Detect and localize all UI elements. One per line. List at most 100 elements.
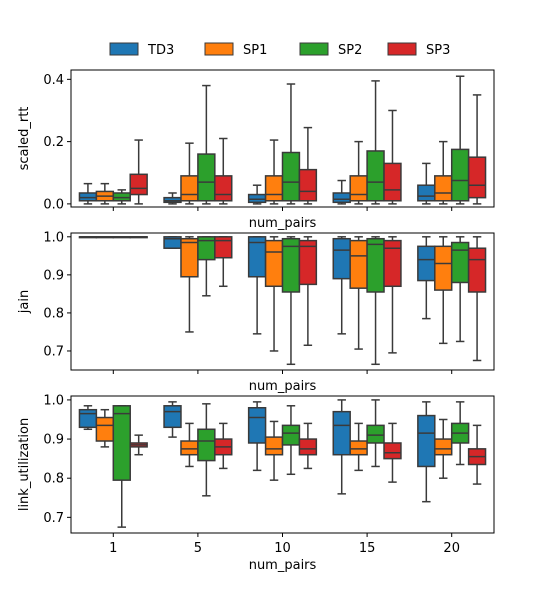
box-body xyxy=(112,405,131,481)
box-sp1-1 xyxy=(95,182,115,205)
ytick-label: 0.8 xyxy=(43,306,64,321)
box-td3-15 xyxy=(332,179,351,205)
box-body xyxy=(180,175,199,202)
ytick-label: 0.7 xyxy=(43,511,64,526)
box-sp2-15 xyxy=(366,399,385,468)
ytick-label: 0.7 xyxy=(43,344,64,359)
box-sp1-15 xyxy=(349,236,368,350)
box-sp3-5 xyxy=(214,236,233,288)
box-body xyxy=(383,442,402,460)
box-body xyxy=(332,192,351,204)
box-td3-10 xyxy=(247,184,267,205)
legend-swatch-sp2 xyxy=(299,42,329,56)
box-sp2-10 xyxy=(281,83,301,205)
panel-link_utilization: 0.70.80.91.01 5 10 15 20num_pairslink_utiliz… xyxy=(17,393,495,573)
box-body xyxy=(264,175,284,202)
box-sp3-20 xyxy=(467,424,487,485)
box-body xyxy=(163,405,182,429)
box-body xyxy=(467,156,487,199)
box-sp2-1 xyxy=(112,189,131,205)
box-sp2-1 xyxy=(112,405,131,528)
box-body xyxy=(163,196,182,204)
box-sp2-5 xyxy=(197,236,216,297)
box-td3-1 xyxy=(78,182,98,205)
box-body xyxy=(281,424,301,446)
box-body xyxy=(78,408,98,429)
box-body xyxy=(298,239,318,286)
ytick-label: 1.0 xyxy=(43,393,64,408)
box-body xyxy=(450,241,470,284)
box-body xyxy=(298,168,318,202)
legend: TD3 SP1 SP2 SP3 xyxy=(109,42,450,58)
chart-panels: 0.0 0.2 0.4 num_pairs scaled_rtt 0.7 0.8 0.9 1.0… xyxy=(17,69,495,573)
box-sp1-1 xyxy=(95,408,115,448)
xtick-label: 5 xyxy=(194,541,202,556)
box-td3-20 xyxy=(417,236,436,320)
legend-swatch-sp1 xyxy=(204,42,234,56)
box-sp2-20 xyxy=(450,236,470,343)
box-sp1-10 xyxy=(264,139,284,205)
y-axis-label: scaled_rtt xyxy=(17,107,32,171)
box-sp1-20 xyxy=(434,418,453,479)
ytick-label: 0.9 xyxy=(43,433,64,448)
box-body xyxy=(214,175,233,202)
ytick-label: 0.4 xyxy=(43,73,64,88)
box-sp3-15 xyxy=(383,109,402,205)
box-body xyxy=(298,438,318,456)
box-body xyxy=(95,416,115,442)
box-td3-20 xyxy=(417,401,436,503)
box-td3-5 xyxy=(163,192,182,205)
box-sp1-5 xyxy=(180,142,199,205)
box-sp1-5 xyxy=(180,422,199,468)
box-sp3-1 xyxy=(129,434,148,456)
box-sp2-20 xyxy=(450,75,470,205)
box-body xyxy=(434,245,453,291)
y-axis-label: link_utilization xyxy=(17,418,32,511)
legend-swatch-td3 xyxy=(109,42,139,56)
box-body xyxy=(349,440,368,456)
box-sp3-15 xyxy=(383,236,402,354)
x-axis-label: num_pairs xyxy=(249,379,317,394)
legend-label: SP2 xyxy=(338,43,362,58)
legend-label: SP1 xyxy=(243,43,267,58)
box-body xyxy=(180,237,199,278)
x-axis-label: num_pairs xyxy=(249,558,317,573)
box-body xyxy=(349,239,368,289)
box-td3-1 xyxy=(78,236,98,239)
ytick-label: 0.0 xyxy=(43,197,64,212)
box-sp1-10 xyxy=(264,420,284,481)
box-body xyxy=(366,150,385,202)
ytick-label: 0.9 xyxy=(43,268,64,283)
box-body xyxy=(434,438,453,456)
box-sp3-5 xyxy=(214,422,233,470)
box-td3-15 xyxy=(332,399,351,495)
box-sp3-10 xyxy=(298,126,318,205)
box-sp2-5 xyxy=(197,403,216,497)
xtick-label: 1 xyxy=(109,541,117,556)
box-body xyxy=(417,245,436,282)
box-sp1-15 xyxy=(349,422,368,472)
box-sp2-5 xyxy=(197,84,216,205)
box-body xyxy=(197,153,216,202)
box-td3-20 xyxy=(417,162,436,205)
box-sp2-1 xyxy=(112,236,131,239)
legend-label: TD3 xyxy=(147,43,174,58)
box-sp1-20 xyxy=(434,236,453,345)
box-sp3-5 xyxy=(214,137,233,205)
box-body xyxy=(383,162,402,202)
box-body xyxy=(214,236,233,259)
box-body xyxy=(383,239,402,288)
xtick-label: 20 xyxy=(443,541,460,556)
box-body xyxy=(349,175,368,202)
box-sp1-10 xyxy=(264,236,284,352)
box-body xyxy=(281,151,301,202)
box-body xyxy=(247,193,267,204)
box-sp3-10 xyxy=(298,422,318,470)
panel-jain: 0.7 0.8 0.9 1.0 num_pairs jain xyxy=(17,230,495,394)
box-body xyxy=(332,410,351,456)
box-body xyxy=(366,237,385,293)
legend-swatch-sp3 xyxy=(387,42,417,56)
box-sp1-1 xyxy=(95,236,115,239)
box-body xyxy=(264,436,284,456)
